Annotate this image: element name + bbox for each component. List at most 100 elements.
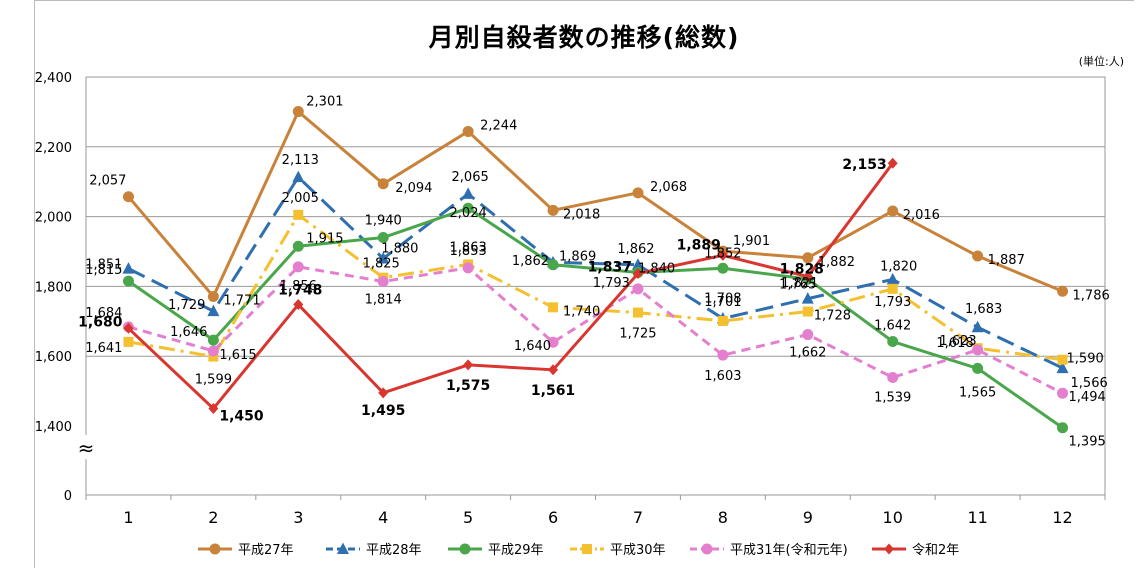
data-label: 1,793 (874, 295, 911, 310)
data-label: 1,771 (223, 294, 260, 309)
x-tick-label: 11 (967, 508, 987, 527)
data-label: 1,882 (818, 255, 855, 270)
data-label: 1,869 (559, 249, 596, 264)
data-label: 1,566 (1071, 376, 1108, 391)
data-label: 1,642 (874, 319, 911, 334)
legend-label: 令和2年 (912, 543, 959, 558)
data-point (631, 258, 644, 270)
data-label: 2,068 (650, 180, 687, 195)
data-point (292, 261, 304, 273)
series-line (128, 213, 1063, 362)
data-label: 1,853 (450, 244, 487, 259)
data-point (377, 276, 389, 288)
y-tick-label: 2,400 (35, 71, 72, 86)
data-point (207, 291, 219, 303)
data-point (548, 302, 559, 313)
series-line (127, 110, 1064, 299)
data-point (1057, 422, 1069, 434)
legend-label: 平成31年(令和元年) (730, 543, 848, 558)
data-point (462, 202, 474, 214)
data-label: 1,748 (278, 283, 322, 299)
data-point (632, 283, 644, 295)
y-tick-label: 2,200 (35, 141, 72, 156)
data-point (547, 204, 559, 216)
data-label: 1,494 (1069, 390, 1106, 405)
data-point (207, 304, 220, 317)
data-point (717, 249, 728, 261)
data-point (292, 170, 305, 183)
data-point (123, 322, 134, 334)
data-label: 1,539 (874, 390, 911, 405)
data-label: 1,880 (381, 241, 418, 256)
data-point (547, 336, 559, 348)
data-label: 1,820 (880, 259, 917, 274)
data-point (1057, 387, 1069, 399)
legend-marker (209, 543, 221, 555)
data-point (123, 336, 134, 347)
data-label: 2,057 (89, 174, 126, 189)
data-point (972, 362, 984, 374)
data-label: 1,641 (85, 341, 122, 356)
data-label: 1,640 (514, 339, 551, 354)
data-point (292, 106, 304, 118)
data-point (802, 329, 814, 341)
data-point (377, 251, 390, 264)
data-label: 1,889 (677, 237, 721, 253)
data-point (887, 205, 899, 217)
series-line (128, 265, 1064, 395)
x-tick-label: 6 (548, 508, 558, 527)
data-point (802, 252, 814, 264)
legend-label: 平成30年 (610, 543, 666, 558)
data-label: 1,862 (617, 242, 654, 257)
x-tick-label: 7 (633, 508, 643, 527)
data-point (802, 271, 813, 283)
unit-note: (単位:人) (1078, 55, 1124, 68)
data-label: 1,814 (365, 293, 402, 308)
data-point (1057, 354, 1068, 365)
data-label: 2,005 (282, 191, 319, 206)
data-label: 1,765 (779, 278, 816, 293)
series-6 (123, 157, 898, 415)
legend-label: 平成27年 (238, 543, 294, 558)
data-point (972, 250, 984, 262)
x-tick-label: 8 (718, 508, 728, 527)
data-label: 2,018 (563, 207, 600, 222)
data-point (801, 292, 814, 304)
frame-top-line (34, 0, 1134, 2)
data-label: 1,615 (219, 348, 256, 363)
data-label: 1,561 (531, 383, 575, 399)
x-tick-label: 5 (463, 508, 473, 527)
data-point (887, 157, 898, 169)
data-point (377, 178, 389, 190)
data-label: 1,793 (593, 276, 630, 291)
data-label: 2,301 (306, 95, 343, 110)
data-point (717, 315, 728, 326)
data-label: 1,815 (85, 263, 122, 278)
data-label: 1,623 (939, 334, 976, 349)
data-label: 1,740 (563, 304, 600, 319)
data-point (802, 306, 813, 317)
y-tick-label: 1,600 (35, 350, 72, 365)
data-point (208, 351, 219, 362)
data-point (717, 349, 729, 361)
data-point (292, 240, 304, 252)
data-label: 2,024 (450, 206, 487, 221)
data-label: 1,728 (814, 309, 851, 324)
data-label: 1,856 (280, 279, 317, 294)
series-line (127, 162, 894, 411)
data-point (293, 299, 304, 311)
data-label: 1,683 (965, 302, 1002, 317)
data-point (293, 209, 304, 220)
data-point (887, 336, 899, 348)
data-label: 1,680 (78, 314, 123, 330)
data-point (886, 272, 899, 285)
data-point (548, 364, 559, 376)
data-point (462, 125, 474, 137)
legend-marker (337, 542, 349, 554)
data-point (207, 334, 219, 346)
data-label: 1,729 (168, 298, 205, 313)
data-label: 1,821 (781, 276, 818, 291)
data-label: 1,887 (988, 253, 1025, 268)
data-label: 1,862 (512, 254, 549, 269)
data-label: 1,828 (780, 262, 824, 278)
